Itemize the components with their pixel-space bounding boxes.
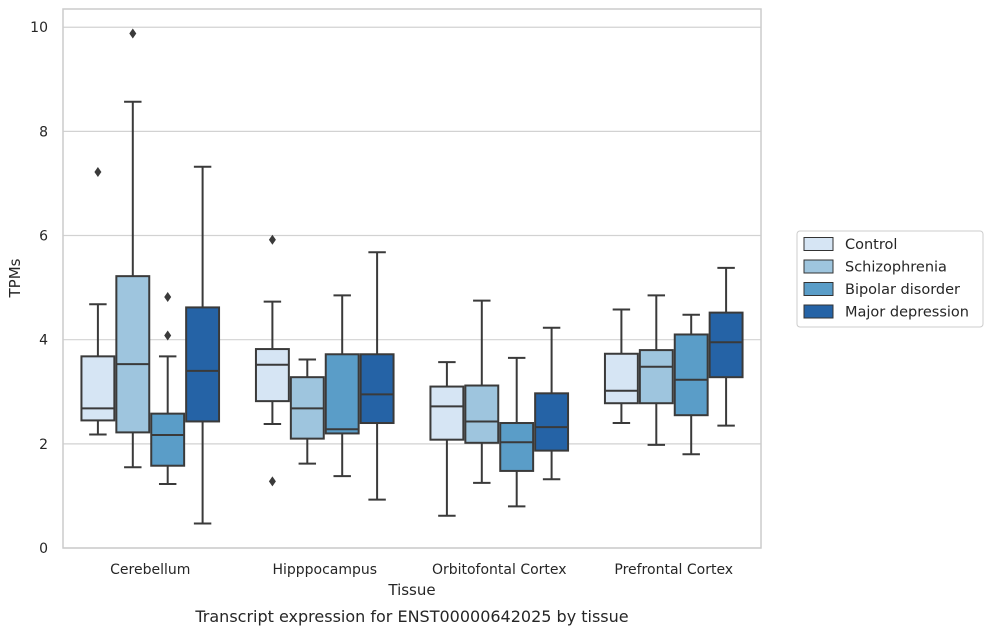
y-axis-label: TPMs xyxy=(6,258,24,298)
legend-label: Major depression xyxy=(845,305,969,321)
box-3-3 xyxy=(708,266,744,427)
legend: Control Schizophrenia Bipolar disorder Majo… xyxy=(796,230,984,328)
box-iqr xyxy=(115,275,151,434)
box-iqr xyxy=(534,392,570,452)
chart-caption: Transcript expression for ENST0000064202… xyxy=(194,607,628,626)
outlier-point xyxy=(268,476,276,487)
legend-label: Bipolar disorder xyxy=(845,282,960,298)
x-tick-label: Orbitofontal Cortex xyxy=(432,562,567,578)
box-iqr xyxy=(603,352,639,405)
y-tick-label: 6 xyxy=(39,229,48,245)
legend-label: Control xyxy=(845,237,897,253)
box-0-0 xyxy=(80,167,116,436)
box-0-3 xyxy=(185,165,221,525)
y-tick-label: 8 xyxy=(39,124,48,140)
box-2-1 xyxy=(464,299,500,484)
box-0-2 xyxy=(150,291,186,485)
x-tick-label: Prefrontal Cortex xyxy=(614,562,733,578)
box-3-2 xyxy=(673,313,709,456)
box-iqr xyxy=(638,349,674,405)
y-axis-ticks: 0 2 4 6 8 10 xyxy=(30,20,48,557)
box-3-1 xyxy=(638,294,674,446)
outlier-point xyxy=(94,167,102,178)
x-tick-label: Cerebellum xyxy=(110,562,190,578)
box-1-0 xyxy=(254,234,290,487)
y-tick-label: 0 xyxy=(39,541,48,557)
box-iqr xyxy=(185,306,221,423)
outlier-point xyxy=(164,330,172,341)
box-iqr xyxy=(254,348,290,403)
y-tick-label: 10 xyxy=(30,20,48,36)
box-iqr xyxy=(429,385,465,441)
box-1-1 xyxy=(289,358,325,465)
box-iqr xyxy=(499,422,535,472)
legend-label: Schizophrenia xyxy=(845,260,947,276)
box-2-2 xyxy=(499,356,535,508)
legend-swatch xyxy=(803,237,834,251)
outlier-point xyxy=(268,234,276,245)
box-iqr xyxy=(464,384,500,444)
box-0-1 xyxy=(115,28,151,469)
y-tick-label: 4 xyxy=(39,333,48,349)
box-2-3 xyxy=(534,326,570,481)
box-1-3 xyxy=(359,251,395,501)
box-iqr xyxy=(673,333,709,417)
box-groups xyxy=(80,28,744,525)
x-axis-label: Tissue xyxy=(387,581,435,599)
box-iqr xyxy=(324,353,360,435)
box-3-0 xyxy=(603,308,639,425)
outlier-point xyxy=(129,28,137,39)
x-tick-label: Hipppocampus xyxy=(272,562,377,578)
outlier-point xyxy=(164,291,172,302)
legend-swatch xyxy=(803,282,834,296)
legend-frame xyxy=(796,230,984,328)
box-iqr xyxy=(359,353,395,425)
x-axis-ticks: Cerebellum Hipppocampus Orbitofontal Corte… xyxy=(110,562,733,578)
plot-frame xyxy=(62,8,762,549)
box-2-0 xyxy=(429,361,465,517)
legend-swatch xyxy=(803,259,834,274)
legend-swatch xyxy=(803,304,834,319)
box-1-2 xyxy=(324,294,360,478)
box-iqr xyxy=(80,355,116,422)
y-tick-label: 2 xyxy=(39,437,48,453)
box-iqr xyxy=(708,311,744,379)
box-iqr xyxy=(150,412,186,467)
